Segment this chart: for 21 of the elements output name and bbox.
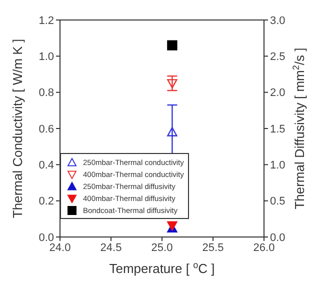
y2-tick-label: 2.0 [270, 87, 286, 100]
x-tick-label: 25.0 [151, 242, 173, 254]
y-tick-label: 1.0 [38, 51, 54, 64]
y2-tick-label: 1.5 [270, 123, 286, 136]
y2-tick-label: 2.5 [270, 51, 286, 64]
x-tick-label: 26.0 [253, 242, 275, 254]
y-tick-label: 0.4 [38, 160, 54, 172]
y-tick-label: 0.0 [38, 232, 54, 244]
x-axis-title: Temperature [ $^{o}$C ] [109, 260, 215, 276]
y-tick-label: 0.2 [38, 196, 54, 208]
x-tick-label: 25.5 [202, 242, 224, 254]
y-tick-label: 1.2 [38, 14, 54, 27]
y2-tick-label: 0.5 [270, 196, 286, 208]
x-tick-label: 24.0 [49, 242, 71, 254]
y2-tick-label: 0.0 [270, 232, 286, 244]
y-tick-label: 0.6 [38, 123, 54, 136]
y2-tick-label: 1.0 [270, 160, 286, 172]
x-tick-label: 24.5 [100, 242, 122, 254]
y-axis-title: Thermal Conductivity [ W/m K ] [10, 38, 25, 218]
y2-tick-label: 3.0 [270, 14, 286, 27]
y-tick-label: 0.8 [38, 87, 54, 100]
